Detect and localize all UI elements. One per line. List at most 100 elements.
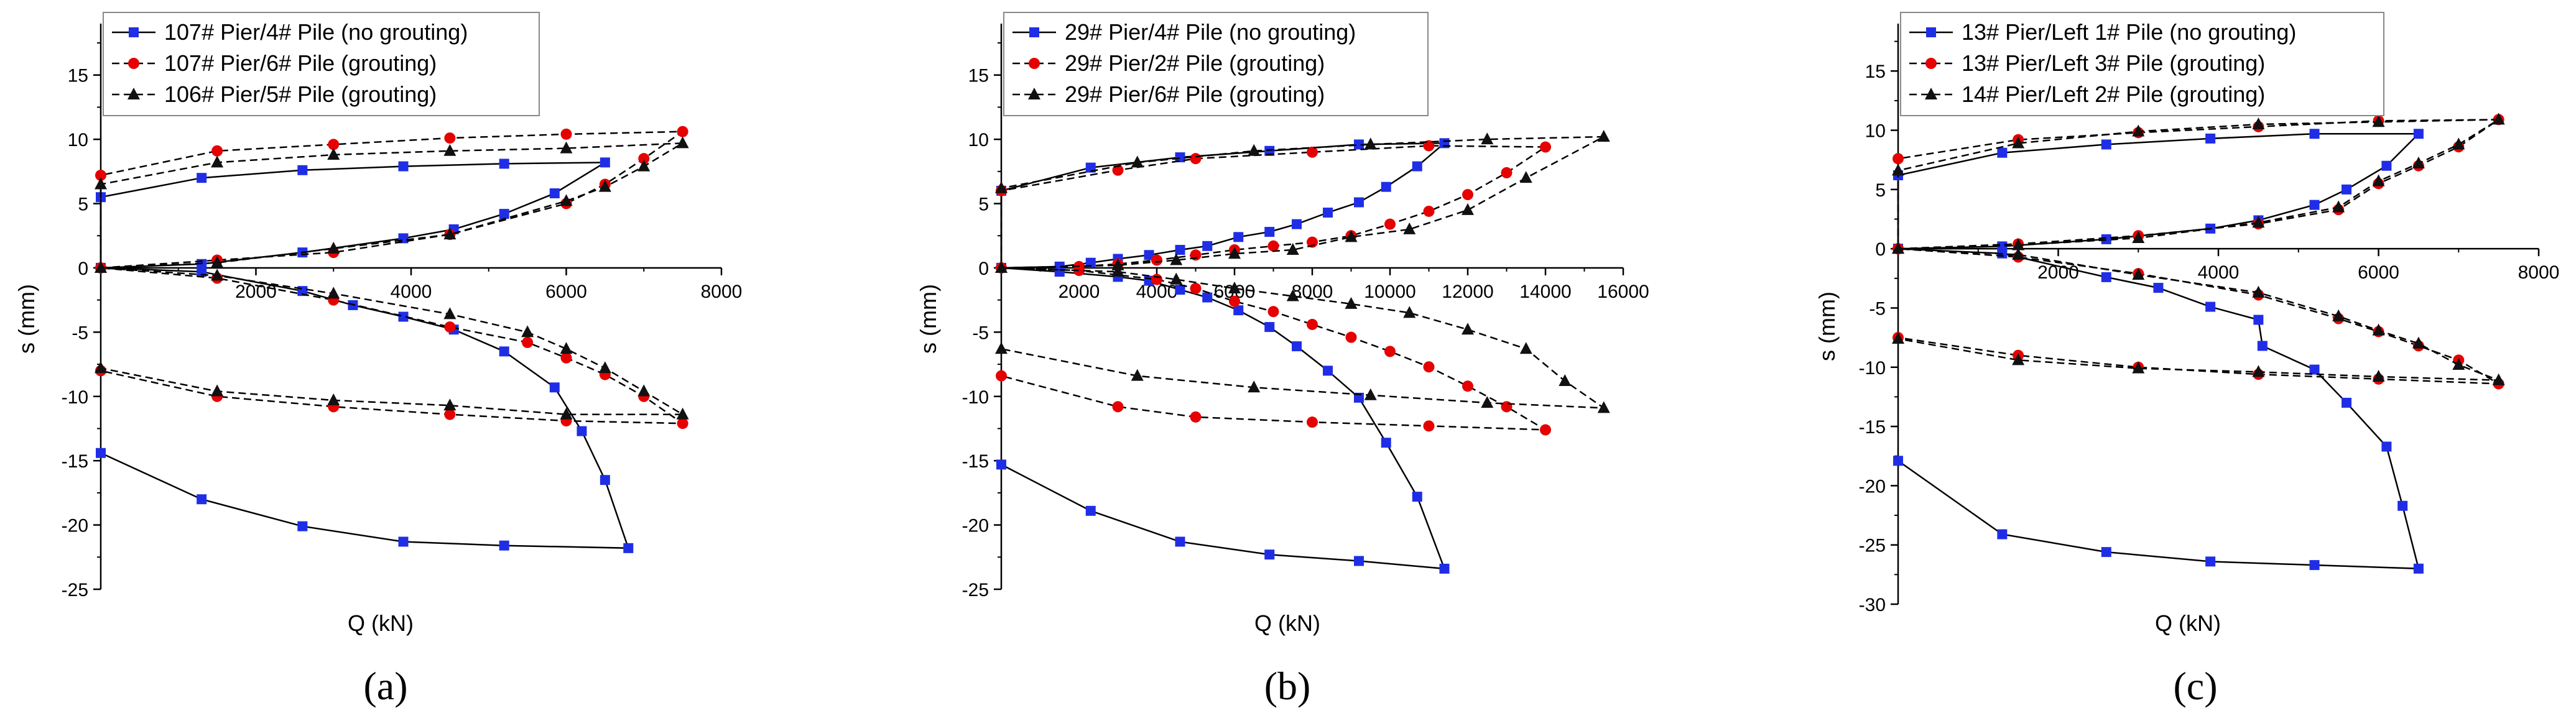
data-point (1267, 240, 1279, 252)
data-point (95, 361, 107, 374)
data-point (499, 209, 509, 219)
series-line (100, 142, 686, 415)
data-point (2012, 238, 2025, 250)
series-0 (1893, 129, 2424, 574)
legend-entry: 29# Pier/4# Pile (no grouting) (1065, 19, 1356, 45)
data-point (2372, 115, 2385, 127)
data-point (444, 408, 456, 420)
data-point (1307, 236, 1318, 248)
data-point (1892, 332, 1904, 344)
data-point (1345, 230, 1358, 242)
data-point (549, 382, 560, 393)
series-2 (95, 136, 689, 420)
data-point (637, 384, 651, 397)
data-point (996, 370, 1007, 382)
data-point (1131, 369, 1144, 381)
data-point (2257, 341, 2268, 351)
x-tick-label: 6000 (2358, 262, 2399, 283)
data-point (1354, 139, 1364, 150)
data-point (1423, 140, 1435, 152)
data-point (1054, 267, 1065, 277)
data-point (327, 241, 340, 254)
data-point (2342, 184, 2351, 195)
data-point (499, 159, 509, 169)
data-point (1229, 295, 1240, 307)
data-point (197, 494, 207, 505)
data-point (1597, 130, 1610, 142)
data-point (2205, 301, 2216, 312)
data-point (2413, 563, 2424, 574)
data-point (2101, 234, 2111, 244)
data-point (1286, 289, 1299, 301)
legend-box (103, 12, 540, 116)
data-point (1112, 401, 1124, 413)
data-point (1412, 161, 1422, 172)
data-point (1307, 146, 1318, 158)
series-0 (96, 157, 634, 553)
y-tick-label: 0 (978, 259, 989, 279)
data-point (2452, 137, 2465, 150)
x-tick-label: 4000 (391, 282, 432, 302)
data-point (1423, 420, 1435, 432)
data-point (211, 255, 224, 268)
data-point (499, 346, 509, 357)
data-point (2012, 136, 2025, 149)
data-point (95, 260, 107, 273)
data-point (95, 170, 106, 182)
y-tick-label: -25 (1859, 536, 1886, 556)
series-line (1897, 133, 2421, 570)
data-point (1893, 153, 1904, 165)
data-point (2132, 124, 2145, 137)
data-point (2012, 247, 2025, 260)
x-tick-label: 16000 (1597, 282, 1649, 302)
x-tick-label: 4000 (2198, 262, 2240, 283)
y-tick-label: -25 (62, 580, 88, 600)
y-tick-label: -10 (1859, 358, 1886, 379)
y-axis-label: s (mm) (1814, 292, 1840, 361)
data-point (2412, 336, 2425, 349)
legend-marker (1925, 88, 1937, 99)
data-point (1501, 167, 1513, 178)
data-point (560, 352, 572, 364)
data-point (1403, 222, 1416, 234)
data-point (1997, 529, 2008, 540)
data-point (2332, 309, 2345, 321)
data-point (1597, 401, 1610, 413)
data-point (2132, 361, 2145, 374)
x-tick-label: 10000 (1364, 282, 1415, 302)
y-axis-label: s (mm) (14, 284, 39, 354)
data-point (1997, 147, 2008, 158)
y-tick-label: -20 (962, 516, 989, 536)
series-line (1000, 142, 1447, 570)
data-point (1354, 556, 1364, 566)
x-axis-label: Q (kN) (348, 610, 414, 636)
y-tick-label: -20 (1859, 476, 1886, 497)
data-point (1170, 253, 1183, 265)
panel-label: (b) (1264, 664, 1311, 708)
data-point (1519, 171, 1532, 183)
y-tick-label: 10 (68, 130, 88, 150)
data-point (297, 521, 308, 531)
data-point (1354, 197, 1364, 208)
data-point (1439, 563, 1450, 574)
data-point (2381, 160, 2392, 171)
data-point (444, 321, 456, 333)
data-point (1264, 549, 1275, 560)
y-tick-label: -25 (962, 580, 989, 600)
series-0 (996, 138, 1450, 574)
data-point (1423, 205, 1435, 217)
data-point (211, 269, 224, 281)
data-point (1307, 318, 1318, 330)
legend-marker (127, 88, 140, 99)
data-point (1190, 411, 1202, 423)
data-point (1345, 331, 1357, 343)
data-point (1202, 241, 1213, 251)
legend: 29# Pier/4# Pile (no grouting) 29# Pier/2… (1003, 12, 1429, 116)
data-point (1462, 380, 1473, 392)
data-point (1540, 141, 1551, 153)
data-point (1264, 227, 1275, 237)
data-point (1892, 163, 1904, 176)
y-tick-label: 15 (968, 66, 989, 86)
y-tick-label: -15 (62, 451, 88, 472)
